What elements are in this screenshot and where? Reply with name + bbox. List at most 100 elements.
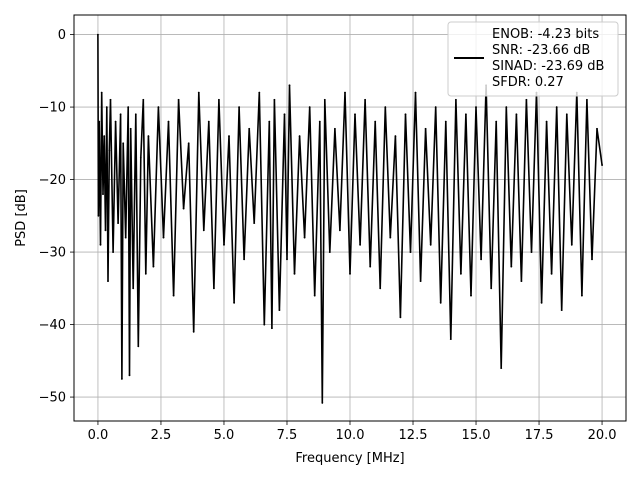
- psd-point: [339, 229, 341, 232]
- psd-point: [444, 120, 447, 123]
- psd-point: [550, 272, 553, 275]
- psd-point: [323, 98, 326, 101]
- x-tick-label: 5.0: [214, 428, 235, 443]
- legend-text-sfdr: SFDR: 0.27: [492, 75, 564, 90]
- psd-point: [409, 251, 412, 254]
- psd-point: [334, 127, 336, 130]
- x-tick-label: 7.5: [277, 428, 298, 443]
- psd-point: [369, 265, 372, 268]
- psd-point: [313, 294, 316, 297]
- psd-point: [207, 120, 210, 123]
- psd-point: [434, 106, 437, 108]
- y-tick-label: −10: [39, 101, 66, 116]
- psd-point: [414, 91, 417, 94]
- y-tick-label: −40: [39, 318, 66, 333]
- psd-point: [530, 251, 533, 254]
- psd-point: [591, 258, 593, 261]
- legend-text-snr: SNR: -23.66 dB: [492, 43, 590, 58]
- psd-line: [97, 34, 603, 404]
- psd-point: [384, 106, 387, 108]
- psd-point: [271, 327, 273, 330]
- y-tick-label: −30: [39, 246, 66, 261]
- psd-point: [389, 236, 392, 239]
- psd-point: [253, 222, 256, 225]
- psd-point: [100, 91, 103, 94]
- psd-point: [112, 251, 114, 254]
- psd-point: [182, 207, 185, 210]
- psd-point: [97, 214, 100, 217]
- psd-point: [286, 258, 288, 261]
- psd-point: [213, 287, 215, 290]
- x-tick-label: 0.0: [88, 428, 109, 443]
- psd-point: [107, 280, 109, 282]
- psd-point: [515, 113, 518, 116]
- psd-point: [470, 294, 472, 297]
- psd-point: [248, 127, 251, 130]
- psd-point: [475, 106, 477, 108]
- psd-point: [97, 33, 99, 36]
- psd-point: [379, 287, 382, 290]
- x-tick-label: 10.0: [336, 428, 365, 443]
- psd-point: [349, 272, 351, 275]
- psd-point: [147, 135, 150, 138]
- y-axis-ticks: 0 −10 −20 −30 −40 −50: [39, 28, 74, 406]
- x-tick-label: 17.5: [525, 428, 554, 443]
- legend-text-sinad: SINAD: -23.69 dB: [492, 59, 604, 74]
- psd-point: [364, 98, 366, 101]
- psd-point: [570, 243, 573, 246]
- psd-point: [480, 258, 482, 261]
- psd-point: [344, 91, 346, 94]
- psd-point: [394, 135, 397, 138]
- psd-point: [197, 91, 200, 94]
- psd-point: [328, 251, 331, 254]
- psd-point: [596, 127, 598, 130]
- psd-point: [424, 127, 427, 130]
- psd-point: [283, 113, 286, 116]
- psd-point: [490, 287, 493, 290]
- psd-point: [127, 106, 130, 108]
- psd-point: [114, 120, 117, 123]
- psd-point: [137, 345, 140, 348]
- psd-point: [495, 120, 498, 123]
- x-tick-label: 12.5: [399, 428, 428, 443]
- series-layer: [97, 33, 603, 404]
- psd-point: [218, 98, 220, 101]
- psd-point: [233, 301, 236, 304]
- psd-point: [98, 120, 101, 123]
- psd-point: [228, 135, 230, 138]
- psd-point: [132, 287, 135, 290]
- x-axis-ticks: 0.0 2.5 5.0 7.5 10.0 12.5 15.0 17.5 20.0: [88, 421, 617, 443]
- psd-point: [121, 378, 123, 380]
- psd-point: [129, 127, 132, 130]
- psd-point: [439, 301, 442, 304]
- y-axis-label: PSD [dB]: [14, 189, 29, 247]
- psd-point: [117, 222, 119, 225]
- psd-point: [308, 106, 311, 108]
- psd-point: [560, 309, 563, 311]
- x-tick-label: 20.0: [588, 428, 617, 443]
- psd-point: [303, 236, 306, 239]
- psd-point: [455, 98, 457, 101]
- psd-point: [278, 309, 281, 311]
- psd-point: [157, 106, 160, 108]
- psd-point: [581, 294, 583, 297]
- legend-text-enob: ENOB: -4.23 bits: [492, 27, 599, 42]
- psd-point: [500, 367, 503, 369]
- psd-point: [429, 243, 432, 246]
- psd-point: [449, 338, 452, 340]
- psd-point: [99, 243, 102, 246]
- psd-point: [139, 156, 142, 159]
- psd-point: [187, 142, 190, 145]
- psd-point: [109, 98, 112, 101]
- psd-point: [162, 236, 165, 239]
- psd-point: [298, 135, 301, 138]
- psd-point: [105, 106, 108, 108]
- legend: ENOB: -4.23 bits SNR: -23.66 dB SINAD: -…: [447, 21, 619, 97]
- psd-point: [124, 236, 127, 239]
- psd-point: [134, 113, 137, 116]
- x-tick-label: 2.5: [151, 428, 172, 443]
- psd-point: [404, 113, 407, 116]
- psd-point: [102, 193, 104, 196]
- psd-point: [586, 98, 588, 101]
